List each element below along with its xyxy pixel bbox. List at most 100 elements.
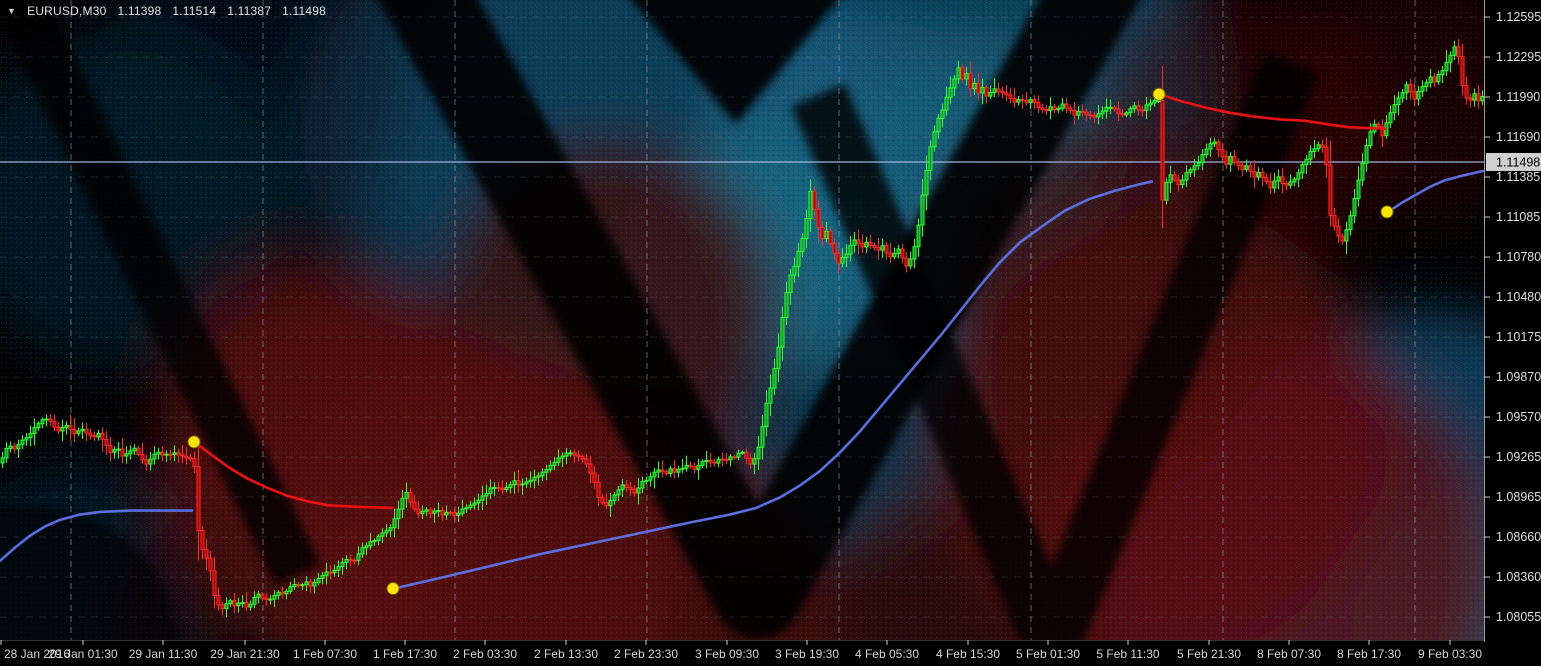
- candle-down: [876, 246, 881, 251]
- candle-up: [684, 464, 689, 469]
- candle-up: [608, 499, 613, 507]
- candle-up: [36, 423, 41, 429]
- candle-up: [652, 471, 657, 478]
- candle-up: [80, 428, 85, 432]
- candle-down: [1240, 165, 1245, 171]
- candle-up: [8, 445, 13, 449]
- candle-up: [556, 457, 561, 463]
- candle-up: [304, 581, 309, 586]
- candle-up: [504, 487, 509, 491]
- candle-up: [384, 530, 389, 534]
- candle-down: [1112, 106, 1117, 110]
- candle-up: [460, 508, 465, 514]
- candle-down: [732, 456, 737, 459]
- candle-up: [236, 602, 241, 607]
- candle-up: [1208, 143, 1213, 150]
- candle-up: [716, 458, 721, 464]
- quote-open: 1.11398: [117, 4, 162, 18]
- candle-up: [668, 468, 673, 474]
- quote-high: 1.11514: [172, 4, 217, 18]
- candle-up: [388, 527, 393, 532]
- symbol-dropdown-icon[interactable]: ▼: [7, 6, 17, 16]
- candle-up: [1296, 172, 1301, 180]
- stop-line-red: [1158, 93, 1387, 130]
- price-scale[interactable]: 1.12595 1.12295 1.11990 1.11690 1.11385 1.110…: [1484, 0, 1541, 666]
- candle-up: [432, 510, 437, 514]
- stop-line-blue: [1386, 169, 1485, 214]
- candle-down: [1260, 171, 1265, 179]
- candle-down: [188, 457, 193, 460]
- candle-down: [180, 454, 185, 457]
- candle-up: [464, 507, 469, 510]
- candle-down: [108, 444, 113, 453]
- time-scale-label: 2 Feb 13:30: [534, 647, 598, 661]
- time-scale-label: 8 Feb 17:30: [1337, 647, 1401, 661]
- candle-down: [428, 509, 433, 514]
- price-scale-label: 1.10780: [1496, 250, 1541, 264]
- candle-down: [672, 468, 677, 473]
- time-scale-label: 1 Feb 07:30: [293, 647, 357, 661]
- candle-down: [900, 248, 905, 259]
- candle-up: [1144, 104, 1149, 111]
- candle-up: [364, 545, 369, 549]
- candle-down: [596, 481, 601, 498]
- candle-up: [4, 447, 9, 459]
- candle-down: [1084, 111, 1089, 116]
- candle-up: [796, 250, 801, 267]
- time-scale-label: 28 Jan 2016: [4, 647, 70, 661]
- time-scale-label: 4 Feb 05:30: [855, 647, 919, 661]
- price-scale-label: 1.10175: [1496, 330, 1541, 344]
- candle-down: [200, 529, 205, 551]
- candle-up: [332, 569, 337, 574]
- candle-down: [232, 600, 237, 607]
- candle-up: [320, 575, 325, 579]
- candle-down: [1268, 181, 1273, 189]
- candle-up: [1300, 164, 1305, 174]
- candle-down: [120, 448, 125, 457]
- candle-down: [1340, 235, 1345, 242]
- candle-up: [444, 511, 449, 516]
- candle-down: [244, 602, 249, 608]
- candle-down: [664, 471, 669, 474]
- time-scale-label: 29 Jan 11:30: [129, 647, 198, 661]
- time-scale-label: 5 Feb 21:30: [1177, 647, 1241, 661]
- candle-down: [1408, 84, 1413, 93]
- candle-up: [648, 476, 653, 481]
- candle-down: [1064, 103, 1069, 109]
- price-scale-label: 1.08965: [1496, 490, 1541, 504]
- candle-down: [1264, 177, 1269, 183]
- candle-up: [292, 584, 297, 588]
- candle-down: [1412, 91, 1417, 100]
- candle-up: [508, 484, 513, 489]
- candle-up: [1360, 162, 1365, 181]
- candle-up: [1400, 92, 1405, 99]
- candle-up: [284, 590, 289, 595]
- candle-up: [680, 467, 685, 470]
- candle-down: [440, 510, 445, 516]
- candle-up: [916, 224, 921, 248]
- candle-up: [60, 426, 65, 432]
- candle-up: [1212, 141, 1217, 145]
- candle-down: [828, 230, 833, 245]
- candle-down: [688, 464, 693, 468]
- candle-down: [996, 88, 1001, 93]
- candle-up: [368, 541, 373, 547]
- candle-down: [1216, 141, 1221, 151]
- candle-down: [1224, 156, 1229, 165]
- candle-down: [960, 67, 965, 80]
- candle-up: [1348, 215, 1353, 231]
- candle-up: [612, 494, 617, 501]
- candle-down: [1380, 126, 1385, 137]
- time-scale-label: 2 Feb 03:30: [453, 647, 517, 661]
- candle-down: [140, 453, 145, 461]
- candle-up: [1100, 110, 1105, 115]
- candle-down: [208, 557, 213, 572]
- price-scale-label: 1.08660: [1496, 530, 1541, 544]
- candle-down: [1284, 183, 1289, 186]
- candle-down: [204, 549, 209, 559]
- candle-up: [316, 577, 321, 584]
- candle-up: [404, 492, 409, 499]
- candle-up: [480, 495, 485, 501]
